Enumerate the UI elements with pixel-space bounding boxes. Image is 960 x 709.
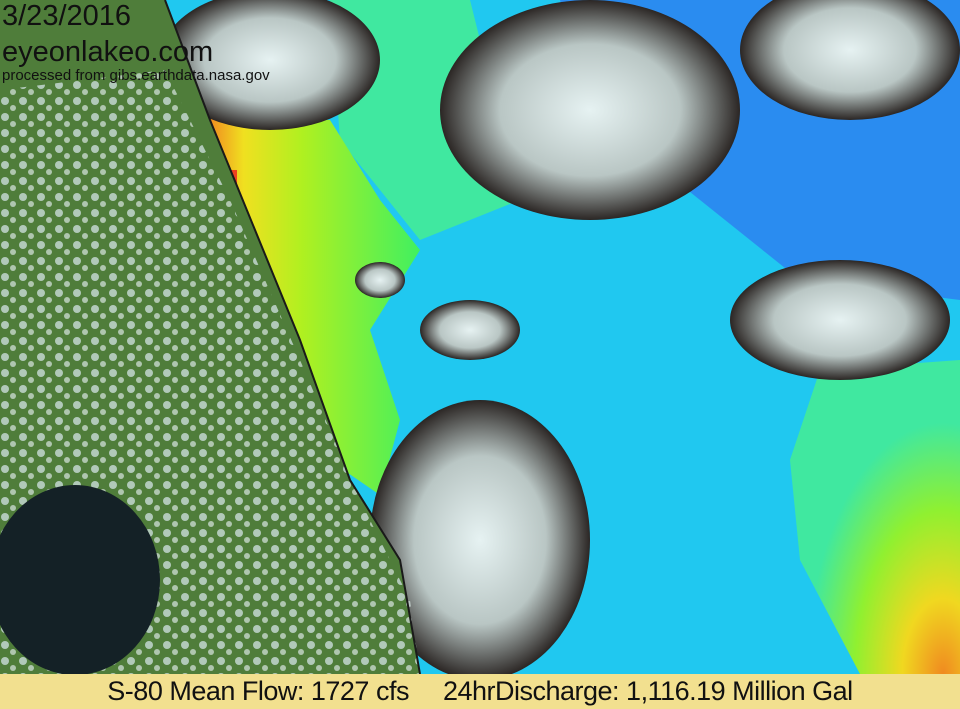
cloud: [160, 0, 380, 130]
warm-water-patch: [790, 360, 960, 674]
discharge: 24hrDischarge: 1,116.19 Million Gal: [442, 676, 853, 706]
site-watermark: eyeonlakeo.com: [2, 36, 214, 68]
coastline: [164, 0, 421, 674]
satellite-map: [0, 0, 960, 674]
cloud: [440, 0, 740, 220]
footer-bar: S-80 Mean Flow: 1727 cfs 24hrDischarge: …: [0, 674, 960, 709]
cloud: [730, 260, 950, 380]
lake: [0, 485, 160, 674]
cloud: [355, 262, 405, 298]
image-date: 3/23/2016: [2, 0, 132, 32]
cloud: [740, 0, 960, 120]
mean-flow: S-80 Mean Flow: 1727 cfs: [107, 676, 409, 706]
discharge-plume: [205, 115, 420, 495]
cloud: [420, 300, 520, 360]
data-credit: processed from gibs.earthdata.nasa.gov: [2, 67, 270, 84]
cloud: [370, 400, 590, 674]
